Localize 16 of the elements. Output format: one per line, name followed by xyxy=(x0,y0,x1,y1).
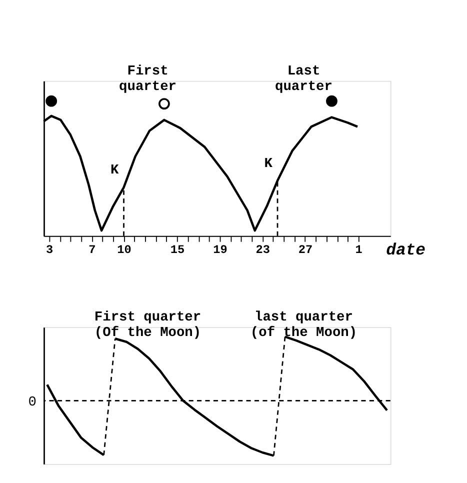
x-tick-label: 7 xyxy=(88,242,96,257)
x-tick-label: 19 xyxy=(213,242,228,257)
text: First quarter xyxy=(119,64,176,95)
text: Last quarter xyxy=(275,64,332,95)
x-axis-title: date xyxy=(386,240,426,260)
x-tick-label: 3 xyxy=(46,242,54,257)
x-tick-label: 23 xyxy=(256,242,270,257)
x-tick-label: 10 xyxy=(117,242,132,257)
annotation: last quarter (of the Moon) xyxy=(250,310,358,342)
x-tick-label: 27 xyxy=(298,242,313,257)
annotation: First quarter (Of the Moon) xyxy=(94,310,202,342)
x-tick-label: 15 xyxy=(170,242,185,257)
annotation: K xyxy=(110,164,120,179)
ref-line-label: 0 xyxy=(28,395,36,410)
annotation: K xyxy=(264,156,274,172)
x-tick-label: 1 xyxy=(355,242,362,257)
